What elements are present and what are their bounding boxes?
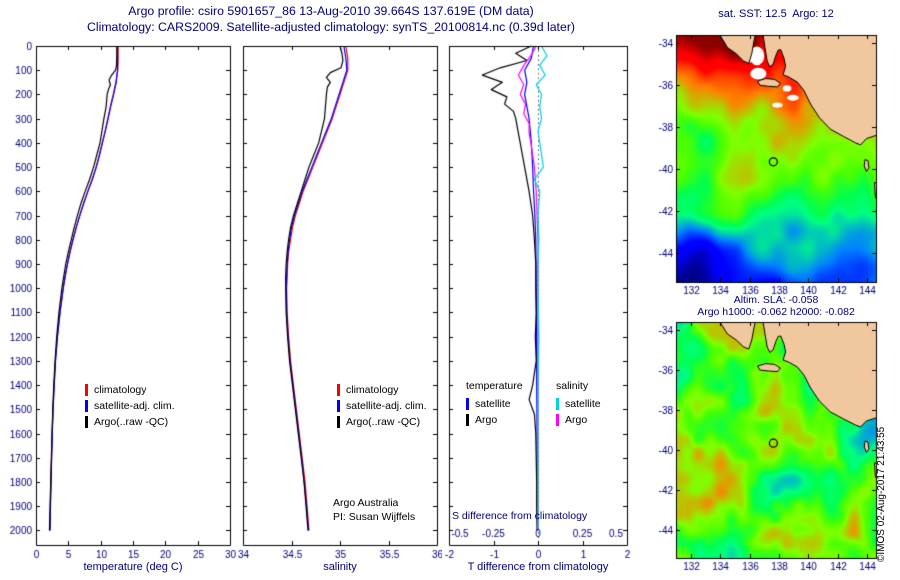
legend-item-satellite-t: satellite [466, 396, 523, 412]
salinity-xlabel: salinity [323, 561, 357, 573]
legend-label: Argo(..raw -QC) [94, 416, 169, 428]
figure-subtitle: Climatology: CARS2009. Satellite-adjuste… [86, 20, 576, 34]
salinity-legend: climatology satellite-adj. clim. Argo(..… [337, 382, 427, 430]
climatology-line-swatch [85, 384, 88, 396]
legend-label: satellite [475, 398, 511, 410]
sla-map-plot [648, 318, 880, 580]
satellite-t-line-swatch [466, 398, 469, 410]
climatology-line-swatch [337, 384, 340, 396]
legend-item-satellite-s: satellite [556, 396, 601, 412]
legend-label: climatology [94, 384, 147, 396]
legend-label: Argo(..raw -QC) [346, 416, 421, 428]
legend-label: Argo [475, 414, 498, 426]
argo-t-line-swatch [466, 414, 469, 426]
legend-label: Argo [565, 414, 588, 426]
legend-item-argo-s: Argo [556, 412, 601, 428]
difference-profile-plot [442, 36, 634, 580]
legend-item-argo: Argo(..raw -QC) [85, 414, 175, 430]
satellite-adj-line-swatch [337, 400, 340, 412]
legend-label: climatology [346, 384, 399, 396]
satellite-adj-line-swatch [85, 400, 88, 412]
argo-australia-note: Argo Australia [333, 497, 399, 509]
argo-s-line-swatch [556, 414, 559, 426]
legend-header-salinity: salinity [556, 380, 589, 392]
sst-map-title: sat. SST: 12.5 Argo: 12 [718, 8, 834, 20]
temperature-xlabel: temperature (deg C) [83, 561, 183, 573]
s-difference-label: S difference from climatology [452, 510, 588, 522]
pi-note: PI: Susan Wijffels [333, 511, 416, 523]
sst-map-plot [648, 26, 880, 302]
legend-label: satellite [565, 398, 601, 410]
argo-line-swatch [337, 416, 340, 428]
legend-label: satellite-adj. clim. [94, 400, 175, 412]
salinity-profile-plot [238, 36, 442, 580]
legend-item-satellite-adj: satellite-adj. clim. [337, 398, 427, 414]
legend-item-climatology: climatology [85, 382, 175, 398]
satellite-s-line-swatch [556, 398, 559, 410]
legend-item-argo: Argo(..raw -QC) [337, 414, 427, 430]
legend-item-argo-t: Argo [466, 412, 523, 428]
temperature-legend: climatology satellite-adj. clim. Argo(..… [85, 382, 175, 430]
sla-map-title: Altim. SLA: -0.058 [733, 294, 819, 306]
figure-title: Argo profile: csiro 5901657_86 13-Aug-20… [128, 4, 534, 18]
legend-item-climatology: climatology [337, 382, 427, 398]
difference-xlabel: T difference from climatology [467, 561, 609, 573]
difference-legend-salinity: salinity satellite Argo [556, 380, 601, 428]
sla-map-subtitle: Argo h1000: -0.062 h2000: -0.082 [697, 306, 855, 318]
legend-item-satellite-adj: satellite-adj. clim. [85, 398, 175, 414]
legend-label: satellite-adj. clim. [346, 400, 427, 412]
legend-header-temperature: temperature [466, 380, 523, 392]
argo-line-swatch [85, 416, 88, 428]
temperature-profile-plot [0, 36, 238, 580]
imos-watermark: ©IMOS 02-Aug-2017 21:43:55 [876, 426, 887, 562]
difference-legend-temperature: temperature satellite Argo [466, 380, 523, 428]
